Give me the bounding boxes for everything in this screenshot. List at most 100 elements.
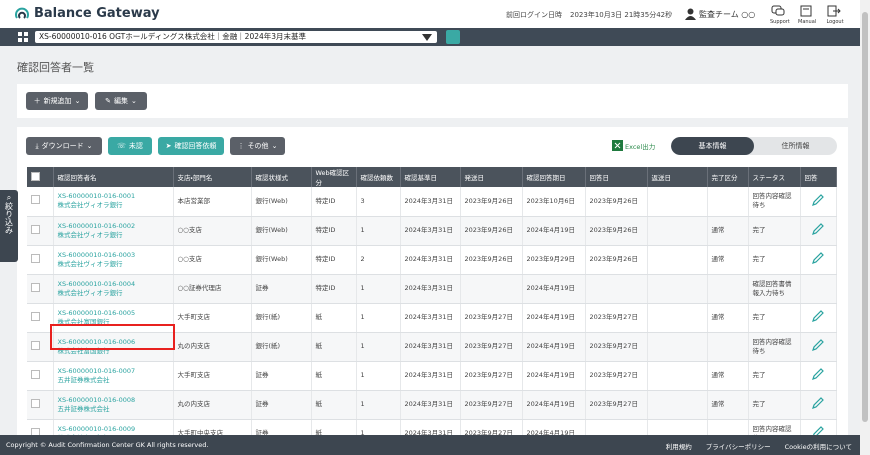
table-cell: 2024年3月31日 [400,361,461,391]
user-name[interactable]: 監査チーム ○○ [699,10,756,19]
table-cell: 2023年9月29日 [522,245,586,275]
add-label: 新規追加 [43,97,72,105]
table-cell [647,332,708,362]
respondent-company[interactable]: 株式会社ヴィオラ銀行 [57,288,123,297]
footer-link[interactable]: プライバシーポリシー [705,443,771,451]
table-cell: 1 [356,390,401,420]
manual-icon[interactable] [799,5,813,17]
checkbox[interactable] [31,224,40,234]
edit-button[interactable]: ✎ 編集 ⌄ [95,92,147,110]
respondent-code[interactable]: XS-60000010-016-0006 [57,337,136,346]
column-header[interactable]: ステータス [748,167,801,187]
download-button[interactable]: ⤓ ダウンロード ⌄ [26,137,102,155]
filter-label: 絞り込み [4,202,14,234]
cell-text: ○○支店 [177,255,202,263]
context-select[interactable]: XS-60000010-016 OGTホールディングス株式会社｜金融｜2024年… [35,31,437,43]
column-header[interactable]: 返送日 [647,167,708,187]
respondent-code[interactable]: XS-60000010-016-0002 [57,221,136,230]
respondent-company[interactable]: 五井証券株式会社 [57,375,110,384]
edit-label: 編集 [114,97,128,105]
cell-text: 1 [360,313,365,321]
cell-text: 1 [360,226,365,234]
cell-text: 2024年3月31日 [404,371,453,379]
checkbox[interactable] [31,398,40,408]
table-cell [647,187,708,217]
cell-text: 2024年4月19日 [526,313,575,321]
respondent-code[interactable]: XS-60000010-016-0009 [57,424,136,433]
checkbox[interactable] [31,369,40,379]
filter-tab[interactable]: ⌕ 絞り込み [0,190,18,262]
cell-text: 2023年9月27日 [589,342,638,350]
table-cell [707,187,749,217]
edit-pencil[interactable] [811,338,825,352]
checkbox[interactable] [31,282,40,292]
checkbox-cell [27,245,54,275]
checkbox[interactable] [31,311,40,321]
table-cell: ○○支店 [173,245,252,275]
edit-pencil[interactable] [811,251,825,265]
add-button[interactable]: ＋ 新規追加 ⌄ [26,92,88,110]
cell-text: 2024年3月31日 [404,226,453,234]
checkbox[interactable] [31,340,40,350]
respondent-code[interactable]: XS-60000010-016-0007 [57,366,136,375]
list-button[interactable] [446,30,460,44]
respondent-code[interactable]: XS-60000010-016-0008 [57,395,136,404]
respondent-company[interactable]: 株式会社富国銀行 [57,317,110,326]
column-header[interactable]: 確認基準日 [400,167,461,187]
logout-icon[interactable] [827,5,841,17]
scrollbar[interactable] [860,0,870,455]
logo[interactable]: Balance Gateway [34,6,160,21]
respondent-code[interactable]: XS-60000010-016-0005 [57,308,136,317]
column-header[interactable]: 回答 [800,167,837,187]
column-header[interactable]: 確認状様式 [251,167,312,187]
checkbox-cell [27,361,54,391]
footer-link[interactable]: 利用規約 [665,443,692,451]
header-icon-label: Logout [826,19,844,25]
tab-basic[interactable]: 基本情報 [671,137,754,155]
column-header[interactable]: 発送日 [460,167,523,187]
table-cell: 2023年9月26日 [460,216,523,246]
other-button[interactable]: ⋮ その他 ⌄ [230,137,285,155]
footer-link[interactable]: Cookieの利用について [784,443,852,451]
column-header[interactable]: 回答日 [585,167,648,187]
unconfirmed-button[interactable]: ☏ 未認 [108,137,152,155]
cell-text: 2023年9月26日 [589,226,638,234]
cell-text: 2024年3月31日 [404,255,453,263]
respondent-code[interactable]: XS-60000010-016-0003 [57,250,136,259]
column-header[interactable]: 確認依頼数 [356,167,401,187]
table-cell: 2024年4月19日 [522,274,586,304]
respondent-company[interactable]: 株式会社富国銀行 [57,346,110,355]
checkbox[interactable] [31,171,40,181]
tab-address[interactable]: 住所情報 [781,142,810,150]
table-cell: 2024年3月31日 [400,245,461,275]
column-header[interactable]: 完了区分 [707,167,749,187]
column-header[interactable]: 確認回答期日 [522,167,586,187]
edit-pencil[interactable] [811,396,825,410]
edit-pencil[interactable] [811,367,825,381]
respondent-company[interactable]: 五井証券株式会社 [57,404,110,413]
respondent-company[interactable]: 株式会社ヴィオラ銀行 [57,259,123,268]
table-cell [460,274,523,304]
column-header[interactable]: 確認回答者名 [53,167,174,187]
support-icon[interactable] [771,5,785,17]
column-header[interactable]: 支店・部門名 [173,167,252,187]
edit-pencil[interactable] [811,222,825,236]
respondent-code[interactable]: XS-60000010-016-0001 [57,192,136,201]
request-button[interactable]: ➤ 確認回答依頼 [158,137,224,155]
respondent-company[interactable]: 株式会社ヴィオラ銀行 [57,230,123,239]
edit-pencil[interactable] [811,193,825,207]
name-cell: XS-60000010-016-0002 株式会社ヴィオラ銀行 [53,216,174,246]
table-row: XS-60000010-016-0004 株式会社ヴィオラ銀行 ○○証券代理店 証券特… [27,274,837,304]
respondent-company[interactable]: 株式会社ヴィオラ銀行 [57,201,123,210]
table-cell: 紙 [311,390,357,420]
column-header[interactable]: Web確認区分 [311,167,357,187]
cell-text: 特定ID [315,284,336,292]
checkbox[interactable] [31,253,40,263]
checkbox[interactable] [31,195,40,205]
cell-text: 銀行(Web) [255,196,288,205]
excel-link[interactable]: Excel出力 [625,143,656,151]
edit-pencil[interactable] [811,309,825,323]
table-cell: 2023年9月27日 [585,390,648,420]
scroll-thumb[interactable] [862,12,868,422]
respondent-code[interactable]: XS-60000010-016-0004 [57,279,136,288]
